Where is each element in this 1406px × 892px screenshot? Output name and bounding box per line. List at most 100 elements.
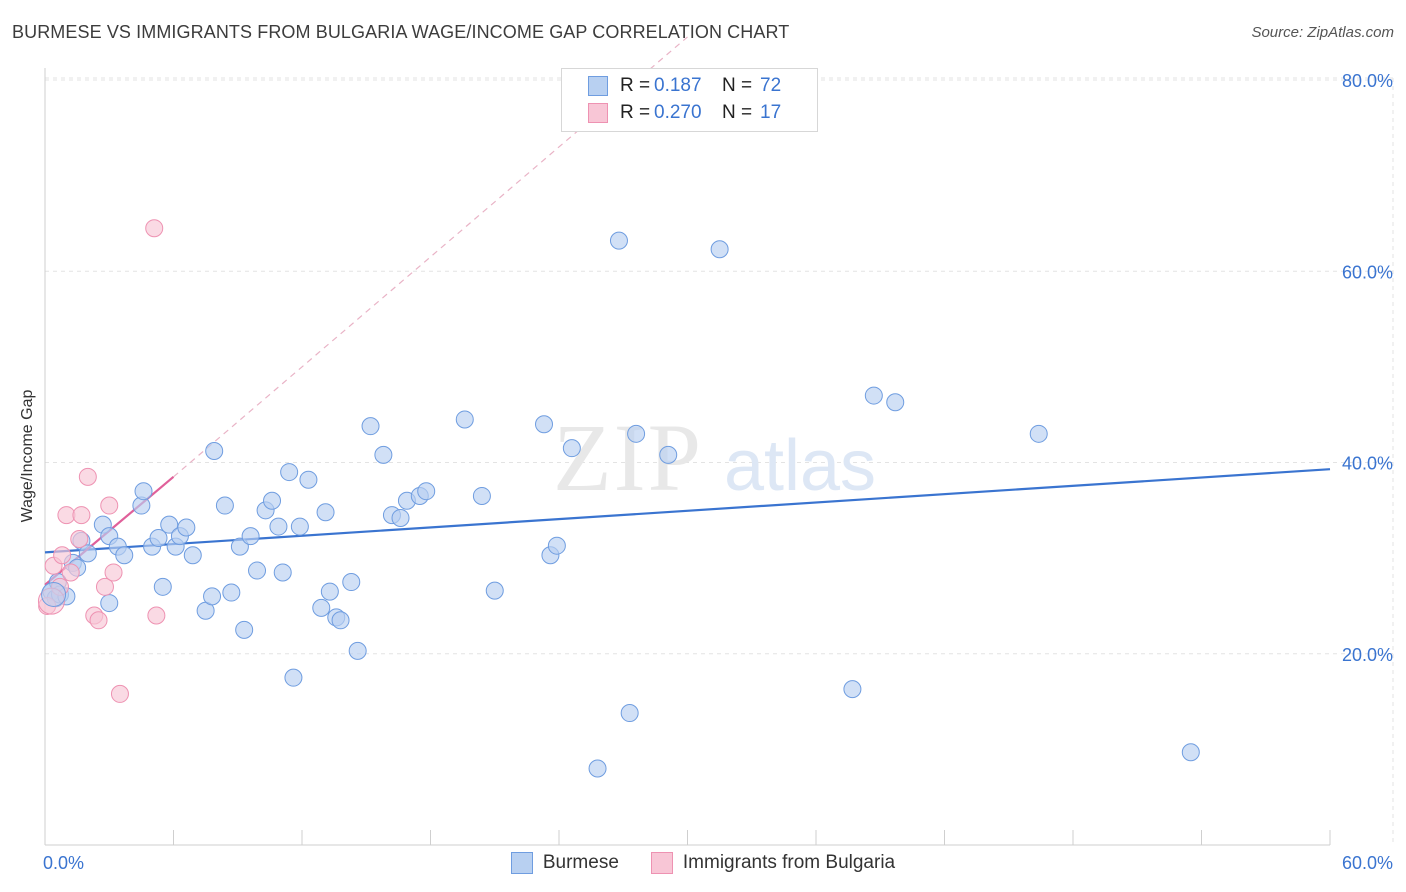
point-burmese — [331, 611, 350, 630]
y-axis-title: Wage/Income Gap — [19, 389, 36, 523]
point-burmese — [153, 577, 172, 596]
watermark-atlas: atlas — [724, 426, 876, 506]
point-burmese — [263, 491, 282, 510]
point-burmese — [299, 470, 318, 489]
point-bulgaria — [104, 563, 123, 582]
legend-n-value: 17 — [760, 102, 782, 123]
point-bulgaria — [100, 496, 119, 515]
point-burmese — [273, 563, 292, 582]
point-burmese — [149, 529, 168, 548]
legend-row-bulgaria: R = 0.270 N = 17 — [588, 101, 781, 125]
legend-r-value: 0.270 — [654, 102, 702, 123]
legend-label-bulgaria: Immigrants from Bulgaria — [682, 852, 896, 873]
legend-n-key: N = — [722, 102, 753, 123]
legend-row-burmese: R = 0.187 N = 72 — [588, 74, 781, 98]
tick-labels: 20.0% 40.0% 60.0% 80.0% 0.0% 60.0% — [43, 71, 1393, 873]
point-bulgaria — [78, 467, 97, 486]
point-burmese — [222, 583, 241, 602]
x-tick-label: 60.0% — [1342, 853, 1393, 873]
point-burmese — [659, 445, 678, 464]
legend-swatch-blue — [588, 76, 608, 96]
point-burmese — [134, 482, 153, 501]
point-burmese — [235, 620, 254, 639]
legend-swatch-pink — [588, 103, 608, 123]
point-burmese — [290, 517, 309, 536]
x-tick-label: 0.0% — [43, 853, 84, 873]
point-burmese — [203, 587, 222, 606]
point-bulgaria — [145, 219, 164, 238]
point-burmese — [886, 393, 905, 412]
point-bulgaria — [95, 577, 114, 596]
legend-r-key: R = — [620, 102, 651, 123]
point-bulgaria — [147, 606, 166, 625]
point-burmese — [843, 680, 862, 699]
point-burmese — [316, 503, 335, 522]
point-burmese — [280, 463, 299, 482]
point-burmese — [78, 544, 97, 563]
y-tick-label: 80.0% — [1342, 71, 1393, 91]
point-burmese — [177, 518, 196, 537]
point-burmese — [320, 582, 339, 601]
point-burmese — [312, 598, 331, 617]
point-bulgaria — [89, 611, 108, 630]
point-bulgaria — [110, 684, 129, 703]
point-burmese — [205, 442, 224, 461]
point-burmese — [391, 508, 410, 527]
point-burmese — [183, 546, 202, 565]
point-burmese — [230, 537, 249, 556]
axes — [44, 68, 1331, 846]
point-burmese — [241, 527, 260, 546]
legend-label-burmese: Burmese — [542, 852, 619, 873]
legend-item-burmese: Burmese — [510, 852, 619, 874]
point-burmese — [284, 668, 303, 687]
legend-swatch-blue — [510, 852, 533, 874]
point-burmese — [455, 410, 474, 429]
point-burmese — [609, 231, 628, 250]
point-burmese — [269, 517, 288, 536]
gridlines — [45, 77, 1395, 845]
series-legend: Burmese Immigrants from Bulgaria — [0, 852, 1406, 874]
data-points — [37, 219, 1200, 778]
point-bulgaria — [70, 530, 89, 548]
y-tick-label: 20.0% — [1342, 645, 1393, 665]
point-burmese — [547, 536, 566, 555]
point-burmese — [627, 424, 646, 443]
legend-n-value: 72 — [760, 75, 782, 96]
point-burmese — [417, 482, 436, 501]
point-burmese — [864, 386, 883, 405]
point-burmese — [535, 415, 554, 434]
point-burmese — [1029, 424, 1048, 443]
legend-item-bulgaria: Immigrants from Bulgaria — [650, 852, 896, 874]
point-burmese — [248, 561, 267, 580]
point-burmese — [115, 546, 134, 565]
legend-n-key: N = — [722, 75, 753, 96]
point-bulgaria — [57, 506, 76, 525]
legend-r-value: 0.187 — [654, 75, 702, 96]
watermark: ZIP atlas — [553, 404, 876, 511]
point-bulgaria — [72, 506, 91, 525]
point-burmese — [1181, 743, 1200, 762]
legend-swatch-pink — [650, 852, 673, 874]
legend-r-key: R = — [620, 75, 651, 96]
y-tick-label: 60.0% — [1342, 262, 1393, 282]
point-burmese — [215, 496, 234, 515]
point-burmese — [485, 581, 504, 600]
point-burmese — [361, 417, 380, 436]
point-bulgaria — [53, 546, 72, 565]
source-label: Source: ZipAtlas.com — [1251, 24, 1394, 41]
point-burmese — [100, 594, 119, 613]
correlation-legend: R = 0.187 N = 72 R = 0.270 N = 17 — [561, 68, 818, 132]
point-burmese — [710, 240, 729, 259]
y-tick-label: 40.0% — [1342, 454, 1393, 474]
point-burmese — [472, 486, 491, 505]
point-burmese — [374, 445, 393, 464]
watermark-zip: ZIP — [553, 404, 703, 511]
point-bulgaria — [61, 563, 80, 582]
point-burmese — [562, 439, 581, 458]
point-burmese — [620, 704, 639, 723]
point-burmese — [41, 581, 67, 607]
point-burmese — [588, 759, 607, 778]
point-burmese — [342, 573, 361, 592]
point-burmese — [348, 641, 367, 660]
